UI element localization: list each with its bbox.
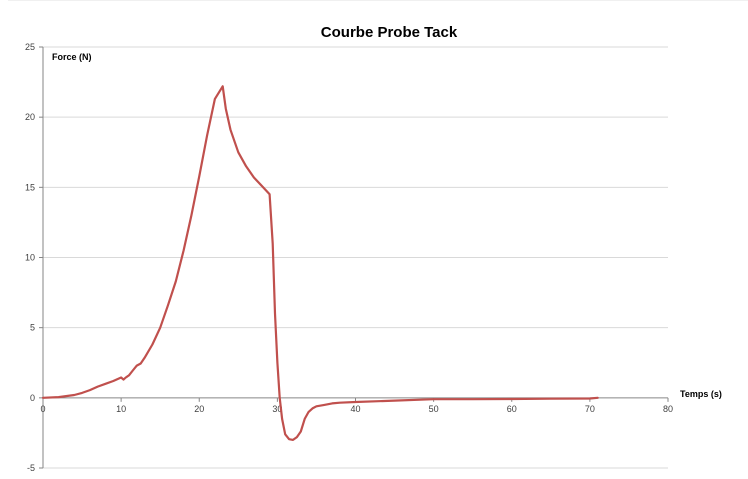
- x-tick-label: 60: [507, 404, 517, 414]
- x-tick-label: 0: [40, 404, 45, 414]
- x-tick-label: 50: [429, 404, 439, 414]
- x-tick-label: 30: [272, 404, 282, 414]
- x-axis-title: Temps (s): [680, 389, 722, 399]
- y-tick-label: 10: [25, 253, 35, 263]
- y-tick-label: 15: [25, 182, 35, 192]
- series-line-0: [41, 85, 599, 441]
- y-axis-title: Force (N): [52, 52, 92, 62]
- chart-title: Courbe Probe Tack: [321, 24, 458, 41]
- x-tick-label: 70: [585, 404, 595, 414]
- x-tick-label: 10: [116, 404, 126, 414]
- series-layer: [41, 85, 599, 441]
- y-tick-label: 0: [30, 393, 35, 403]
- y-tick-label: 25: [25, 42, 35, 52]
- x-tick-label: 20: [194, 404, 204, 414]
- y-tick-label: 5: [30, 323, 35, 333]
- tick-labels: -5 0 5 10 15 20 25 0 10 20 30 40 50 60 70 80: [25, 42, 673, 473]
- x-tick-label: 80: [663, 404, 673, 414]
- y-tick-label: 20: [25, 112, 35, 122]
- gridlines: [43, 46, 668, 469]
- x-tick-label: 40: [350, 404, 360, 414]
- y-tick-label: -5: [27, 463, 35, 473]
